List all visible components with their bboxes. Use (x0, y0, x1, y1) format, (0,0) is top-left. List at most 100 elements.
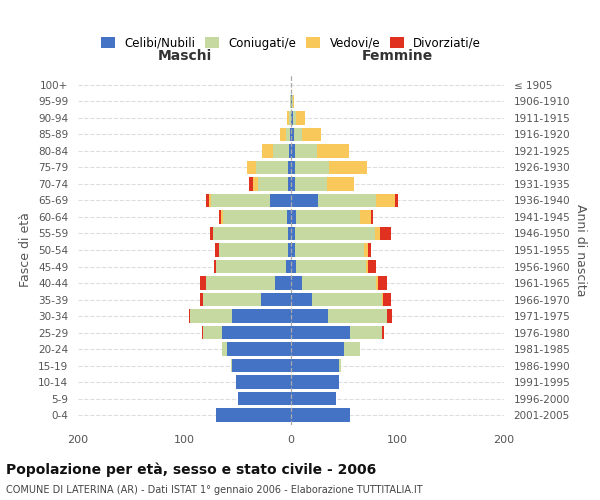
Bar (293, 94, 294, 108)
Bar (387, 310, 392, 323)
Bar (291, 111, 293, 124)
Bar (350, 326, 382, 340)
Bar (217, 260, 286, 274)
Bar (256, 160, 288, 174)
Bar (344, 342, 360, 356)
Bar (261, 293, 291, 306)
Bar (327, 177, 354, 190)
Bar (213, 226, 288, 240)
Bar (293, 111, 296, 124)
Bar (291, 243, 295, 257)
Bar (291, 342, 344, 356)
Bar (288, 243, 291, 257)
Bar (364, 243, 368, 257)
Text: COMUNE DI LATERINA (AR) - Dati ISTAT 1° gennaio 2006 - Elaborazione TUTTITALIA.I: COMUNE DI LATERINA (AR) - Dati ISTAT 1° … (6, 485, 422, 495)
Bar (382, 326, 383, 340)
Bar (275, 276, 291, 290)
Bar (291, 326, 350, 340)
Bar (296, 260, 365, 274)
Bar (382, 293, 383, 306)
Bar (289, 144, 291, 158)
Bar (202, 326, 203, 340)
Text: Popolazione per età, sesso e stato civile - 2006: Popolazione per età, sesso e stato civil… (6, 462, 376, 477)
Bar (223, 210, 287, 224)
Bar (291, 226, 295, 240)
Bar (222, 326, 291, 340)
Bar (232, 310, 291, 323)
Bar (290, 94, 291, 108)
Bar (217, 408, 291, 422)
Bar (375, 226, 380, 240)
Bar (295, 177, 327, 190)
Legend: Celibi/Nubili, Coniugati/e, Vedovi/e, Divorziati/e: Celibi/Nubili, Coniugati/e, Vedovi/e, Di… (96, 32, 486, 54)
Bar (376, 194, 395, 207)
Bar (210, 226, 213, 240)
Bar (262, 144, 273, 158)
Bar (227, 342, 291, 356)
Bar (291, 144, 295, 158)
Bar (280, 128, 286, 141)
Bar (203, 326, 222, 340)
Bar (291, 408, 350, 422)
Text: Femmine: Femmine (362, 50, 433, 64)
Bar (200, 293, 203, 306)
Bar (368, 260, 376, 274)
Bar (291, 359, 339, 372)
Bar (376, 276, 379, 290)
Bar (329, 160, 367, 174)
Bar (209, 194, 211, 207)
Bar (232, 359, 291, 372)
Bar (292, 94, 293, 108)
Bar (200, 276, 206, 290)
Y-axis label: Anni di nascita: Anni di nascita (574, 204, 587, 296)
Bar (291, 94, 292, 108)
Bar (296, 111, 305, 124)
Bar (291, 310, 328, 323)
Bar (296, 210, 360, 224)
Bar (380, 226, 391, 240)
Bar (295, 160, 329, 174)
Bar (317, 194, 376, 207)
Bar (253, 177, 258, 190)
Bar (295, 226, 375, 240)
Bar (214, 260, 217, 274)
Bar (286, 128, 290, 141)
Bar (395, 194, 398, 207)
Bar (313, 293, 382, 306)
Bar (287, 111, 289, 124)
Bar (379, 276, 387, 290)
Bar (288, 177, 291, 190)
Bar (236, 376, 291, 389)
Bar (291, 160, 295, 174)
Bar (287, 210, 291, 224)
Bar (295, 144, 317, 158)
Bar (291, 177, 295, 190)
Bar (383, 293, 391, 306)
Bar (247, 160, 256, 174)
Bar (291, 210, 296, 224)
Bar (286, 260, 291, 274)
Bar (190, 310, 232, 323)
Bar (294, 128, 302, 141)
Bar (291, 293, 313, 306)
Bar (295, 243, 364, 257)
Bar (221, 210, 223, 224)
Bar (317, 144, 349, 158)
Bar (218, 243, 288, 257)
Bar (273, 144, 289, 158)
Bar (288, 226, 291, 240)
Bar (203, 293, 261, 306)
Bar (218, 210, 221, 224)
Bar (206, 276, 275, 290)
Bar (365, 260, 368, 274)
Bar (290, 128, 291, 141)
Bar (302, 128, 321, 141)
Bar (291, 376, 339, 389)
Bar (291, 260, 296, 274)
Bar (339, 359, 341, 372)
Text: Maschi: Maschi (157, 50, 212, 64)
Bar (222, 342, 227, 356)
Bar (291, 392, 336, 406)
Bar (291, 276, 302, 290)
Bar (302, 276, 376, 290)
